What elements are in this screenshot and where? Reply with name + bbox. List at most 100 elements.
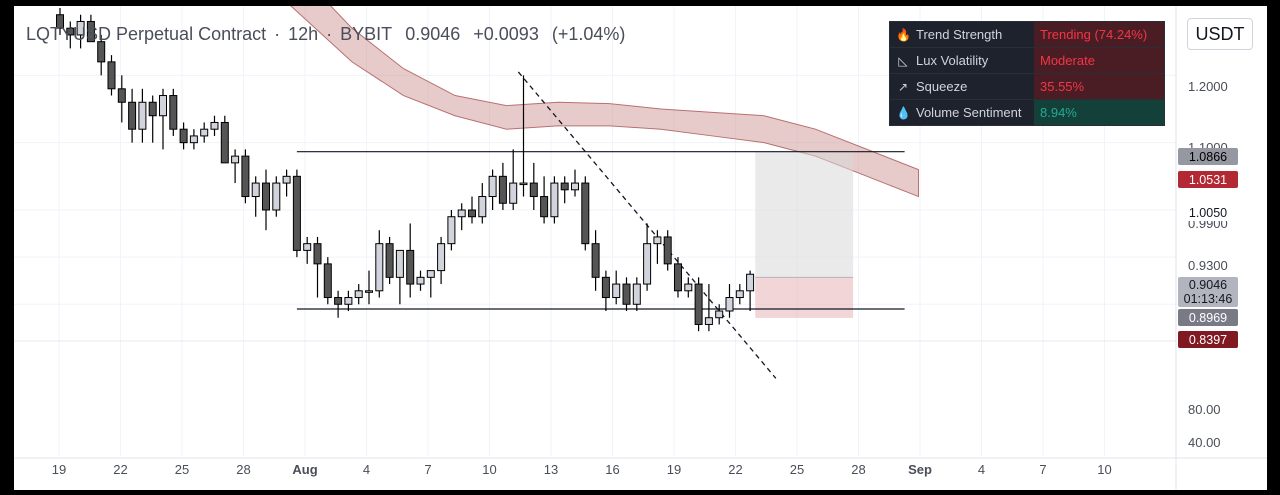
candle: [571, 169, 579, 197]
bar-countdown: 01:13:46: [1183, 292, 1233, 306]
indicator-row: ◺ Lux Volatility Moderate: [890, 47, 1164, 73]
time-tick-label: 16: [605, 462, 620, 477]
candle: [220, 115, 229, 164]
candle-body: [684, 283, 693, 292]
candle-body: [488, 175, 497, 198]
candle: [56, 8, 64, 35]
time-tick-label: 22: [728, 462, 743, 477]
candle: [416, 270, 425, 291]
candle-body: [97, 41, 106, 63]
candle-body: [323, 263, 332, 299]
candle: [231, 149, 240, 184]
candle-body: [251, 182, 260, 198]
candle-body: [354, 290, 363, 299]
candle: [653, 230, 662, 264]
candle: [344, 290, 353, 311]
indicator-name: ↗ Squeeze: [890, 74, 1034, 99]
candle-body: [292, 175, 301, 251]
candle-body: [231, 155, 240, 164]
candle: [457, 203, 466, 231]
candle-body: [406, 249, 415, 285]
candle-body: [643, 243, 652, 285]
candle-body: [282, 175, 291, 184]
price-change: +0.0093: [473, 24, 539, 44]
price-chart[interactable]: [14, 6, 1267, 490]
price-tag: 0.8397: [1178, 331, 1238, 348]
indicator-name: ◺ Lux Volatility: [890, 48, 1034, 73]
candle-body: [550, 182, 559, 218]
time-tick-label: 25: [174, 462, 190, 477]
candle-body: [169, 95, 178, 130]
price-tick-label: 0.9300: [1188, 258, 1228, 273]
candle-body: [189, 135, 198, 144]
candle: [550, 176, 559, 224]
time-tick-label: 28: [236, 462, 251, 477]
candle-body: [210, 121, 219, 130]
candle: [262, 169, 270, 231]
position-stop-zone: [755, 277, 854, 318]
currency-button[interactable]: USDT: [1187, 18, 1253, 50]
candle-body: [529, 182, 538, 198]
time-tick-label: 10: [1097, 462, 1112, 477]
candle-body: [138, 101, 147, 130]
candle: [354, 284, 363, 305]
candle: [601, 270, 610, 311]
candle-body: [694, 283, 703, 325]
candle: [210, 115, 219, 136]
candle-body: [128, 101, 137, 130]
time-tick-label: Sep: [908, 462, 932, 477]
candle: [292, 169, 301, 258]
candle: [663, 230, 672, 271]
indicator-value: Moderate: [1034, 48, 1164, 73]
indicator-label: Trend Strength: [916, 27, 1003, 42]
candle-body: [735, 290, 744, 299]
indicator-value: 8.94%: [1034, 100, 1164, 125]
symbol-label[interactable]: LQTYUSD Perpetual Contract: [26, 24, 267, 44]
indicator-label: Lux Volatility: [916, 53, 989, 68]
time-tick-label: 25: [789, 462, 805, 477]
price-tag: 1.0531: [1178, 171, 1238, 188]
indicator-row: 💧 Volume Sentiment 8.94%: [890, 99, 1164, 125]
indicator-name: 🔥 Trend Strength: [890, 22, 1034, 47]
interval-label[interactable]: 12h: [288, 24, 319, 44]
arrow-up-right-icon: ↗: [897, 79, 909, 94]
candle-body: [704, 317, 713, 325]
chart-frame: LQTYUSD Perpetual Contract · 12h · BYBIT 0.9…: [14, 6, 1267, 490]
candle-body: [622, 283, 631, 305]
candle-body: [220, 121, 229, 164]
candle: [632, 277, 641, 311]
candle-body: [632, 283, 641, 305]
candle-body: [344, 297, 353, 305]
candle: [159, 88, 167, 150]
candle: [334, 290, 343, 318]
candle-body: [262, 182, 270, 211]
candle-body: [159, 95, 167, 117]
candle: [251, 176, 260, 217]
candle: [66, 21, 75, 49]
candle: [117, 75, 126, 123]
candle-body: [674, 263, 682, 292]
candle-body: [313, 243, 322, 265]
time-tick-label: 4: [977, 462, 986, 477]
candle-body: [107, 61, 116, 90]
time-tick-label: 13: [543, 462, 559, 477]
chart-icon: ◺: [898, 53, 908, 68]
candle-body: [591, 243, 600, 278]
candle-body: [715, 310, 724, 319]
indicator-row: 🔥 Trend Strength Trending (74.24%): [890, 22, 1164, 47]
candle-body: [179, 128, 188, 144]
candle-body: [478, 196, 487, 218]
volume-tick-label: 80.00: [1188, 402, 1221, 417]
candle-body: [540, 196, 549, 218]
exchange-label: BYBIT: [340, 24, 393, 44]
candle: [725, 284, 734, 318]
price-tick-label: 1.2000: [1188, 79, 1228, 94]
time-tick-label: 7: [424, 462, 432, 477]
candle-body: [272, 182, 281, 211]
candle: [282, 169, 291, 197]
candle-body: [303, 243, 312, 251]
candle: [694, 277, 703, 332]
indicator-name: 💧 Volume Sentiment: [890, 100, 1034, 125]
candle: [395, 249, 404, 305]
candle: [612, 270, 621, 305]
